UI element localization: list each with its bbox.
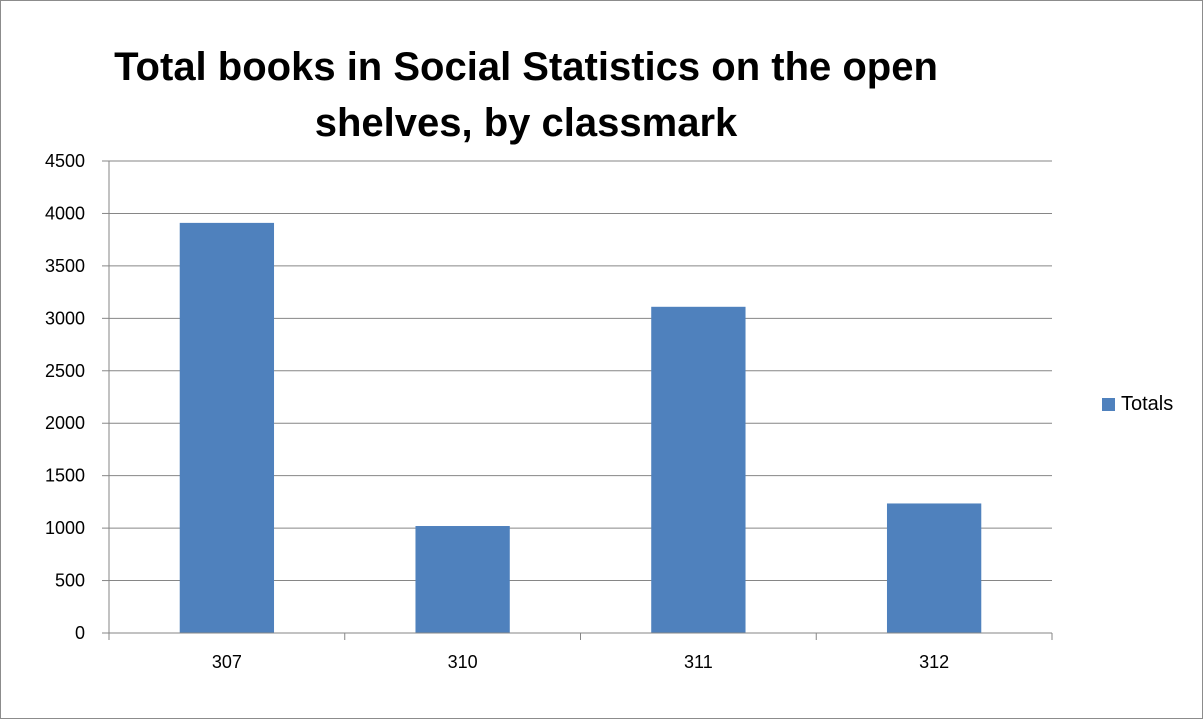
x-tick-label: 310 — [448, 652, 478, 672]
y-tick-label: 4500 — [45, 151, 85, 171]
bars — [179, 222, 982, 633]
x-tick-label: 307 — [212, 652, 242, 672]
x-tick-label: 312 — [919, 652, 949, 672]
axes — [102, 160, 1053, 640]
chart-title-line-2: shelves, by classmark — [314, 101, 738, 145]
y-tick-label: 4000 — [45, 203, 85, 223]
y-tick-label: 3500 — [45, 256, 85, 276]
y-tick-label: 500 — [55, 571, 85, 591]
bar-312 — [886, 503, 982, 633]
legend-swatch — [1102, 398, 1115, 411]
chart-title: Total books in Social Statistics on the … — [1, 39, 1051, 151]
bar-310 — [415, 526, 510, 633]
bar-307 — [179, 222, 275, 633]
x-tick-labels: 307 310 311 312 — [212, 652, 949, 672]
chart-title-line-1: Total books in Social Statistics on the … — [114, 45, 938, 89]
legend: Totals — [1102, 393, 1173, 416]
y-tick-label: 0 — [75, 623, 85, 643]
y-tick-label: 2500 — [45, 361, 85, 381]
y-tick-label: 1000 — [45, 518, 85, 538]
legend-label: Totals — [1121, 393, 1174, 415]
y-tick-label: 3000 — [45, 308, 85, 328]
x-tick-label: 311 — [684, 652, 713, 672]
bar-311 — [651, 306, 746, 633]
y-tick-label: 2000 — [45, 413, 85, 433]
y-tick-label: 1500 — [45, 466, 85, 486]
y-tick-labels: 0 500 1000 1500 2000 2500 3000 3500 4000 4500 — [45, 151, 85, 643]
